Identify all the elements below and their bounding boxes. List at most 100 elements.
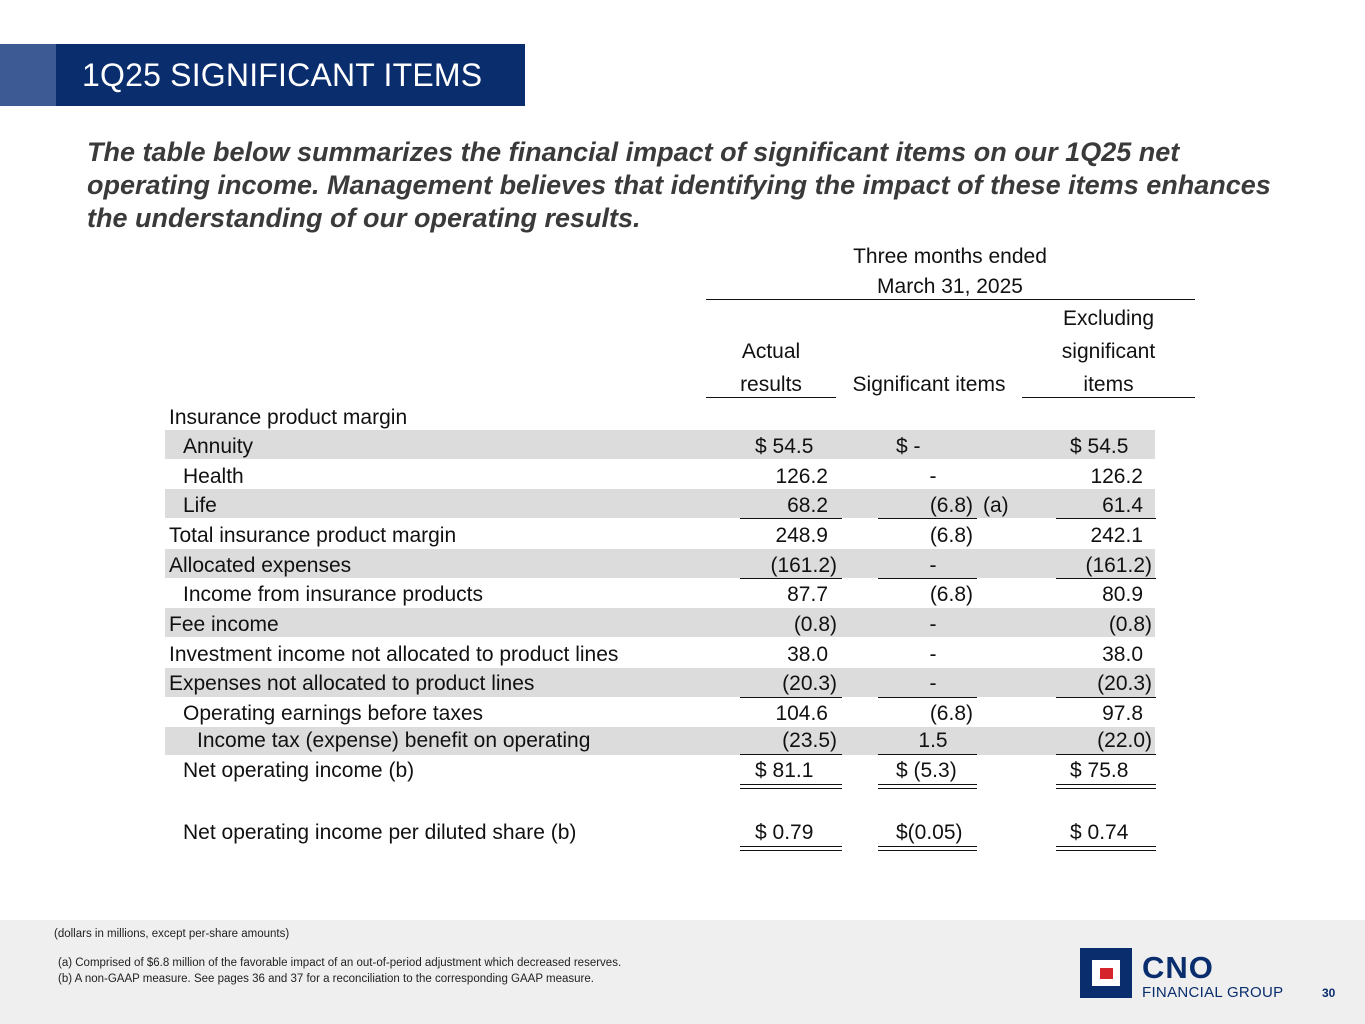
cell-actual-income-tax: (23.5) [782, 729, 837, 752]
period-header-line1: Three months ended [853, 245, 1047, 268]
row-band-annuity [165, 430, 1155, 459]
cell-excluding-income-insurance: 80.9 [1102, 583, 1143, 606]
subtotal-rule-excluding-4 [1056, 754, 1156, 755]
row-label-expenses-not-allocated: Expenses not allocated to product lines [169, 672, 535, 695]
row-band-fee-income [165, 608, 1155, 637]
row-label-operating-earnings: Operating earnings before taxes [183, 702, 484, 725]
subtotal-rule-significant-3 [878, 697, 977, 698]
cell-actual-operating-earnings: 104.6 [775, 702, 828, 725]
subtotal-rule-significant [878, 518, 977, 519]
per-share-double-rule-excluding [1056, 846, 1156, 851]
footer: (dollars in millions, except per-share a… [0, 920, 1365, 1024]
period-header-rule [706, 299, 1195, 300]
cell-excluding-life: 61.4 [1102, 494, 1143, 517]
subtotal-rule-significant-4 [878, 754, 977, 755]
cell-actual-net-operating-income: $ 81.1 [755, 759, 814, 782]
subtotal-rule-excluding-3 [1056, 697, 1156, 698]
row-band-income-tax [165, 727, 1155, 755]
cell-actual-health: 126.2 [775, 465, 828, 488]
row-label-income-insurance: Income from insurance products [183, 583, 483, 606]
row-label-life: Life [183, 494, 217, 517]
cell-excluding-allocated-expenses: (161.2) [1085, 554, 1152, 577]
cell-excluding-total-margin: 242.1 [1090, 524, 1143, 547]
cell-actual-allocated-expenses: (161.2) [770, 554, 837, 577]
cell-significant-income-insurance: (6.8) [929, 583, 973, 606]
cell-excluding-investment-income: 38.0 [1102, 643, 1143, 666]
footnote-a: (a) Comprised of $6.8 million of the fav… [58, 957, 622, 969]
cell-excluding-annuity: $ 54.5 [1070, 435, 1129, 458]
cell-excluding-operating-earnings: 97.8 [1102, 702, 1143, 725]
cell-significant-allocated-expenses: - [929, 554, 937, 577]
row-band-life [165, 489, 1155, 518]
subtotal-rule-actual [740, 518, 842, 519]
cell-significant-annuity: $ - [896, 435, 921, 458]
cell-excluding-health: 126.2 [1090, 465, 1143, 488]
subtotal-rule-significant-2 [878, 578, 977, 579]
col-header-rule-actual [706, 397, 836, 398]
cell-significant-income-tax: 1.5 [918, 729, 948, 752]
section-header: Insurance product margin [169, 406, 408, 429]
total-double-rule-actual [740, 784, 842, 789]
cell-excluding-fee-income: (0.8) [1108, 613, 1152, 636]
row-band-allocated-expenses [165, 549, 1155, 578]
cno-logo-icon [1080, 948, 1132, 998]
cell-significant-operating-earnings: (6.8) [929, 702, 973, 725]
logo-subtitle: FINANCIAL GROUP [1142, 984, 1284, 1001]
col-header-excluding-1: Excluding [1062, 307, 1155, 330]
cell-significant-expenses-not-allocated: - [929, 672, 937, 695]
row-label-investment-income: Investment income not allocated to produ… [169, 643, 619, 666]
subtotal-rule-excluding [1056, 518, 1156, 519]
cell-actual-investment-income: 38.0 [787, 643, 828, 666]
subtotal-rule-actual-4 [740, 754, 842, 755]
cell-significant-life: (6.8) [929, 494, 973, 517]
row-label-net-operating-income: Net operating income (b) [183, 759, 415, 782]
cell-excluding-income-tax: (22.0) [1097, 729, 1152, 752]
row-label-per-share: Net operating income per diluted share (… [183, 821, 577, 844]
logo-name: CNO [1142, 950, 1214, 985]
cell-significant-investment-income: - [929, 643, 937, 666]
row-label-income-tax: Income tax (expense) benefit on operatin… [197, 729, 591, 752]
cell-significant-fee-income: - [929, 613, 937, 636]
cell-excluding-net-operating-income: $ 75.8 [1070, 759, 1129, 782]
cell-actual-annuity: $ 54.5 [755, 435, 814, 458]
footnote-ref-a: (a) [983, 494, 1009, 517]
page-title: 1Q25 SIGNIFICANT ITEMS [82, 57, 483, 93]
period-header-line2: March 31, 2025 [877, 275, 1023, 298]
cell-actual-total-margin: 248.9 [775, 524, 828, 547]
row-band-expenses-not-allocated [165, 668, 1155, 697]
title-bar: 1Q25 SIGNIFICANT ITEMS [56, 44, 525, 106]
col-header-excluding-2: significant [1061, 340, 1156, 363]
row-label-health: Health [183, 465, 244, 488]
row-label-fee-income: Fee income [169, 613, 279, 636]
units-note: (dollars in millions, except per-share a… [54, 928, 290, 940]
row-label-total-margin: Total insurance product margin [169, 524, 457, 547]
col-header-rule-excluding [1022, 397, 1195, 398]
cell-significant-total-margin: (6.8) [929, 524, 973, 547]
total-double-rule-significant [878, 784, 977, 789]
cell-excluding-expenses-not-allocated: (20.3) [1097, 672, 1152, 695]
total-double-rule-excluding [1056, 784, 1156, 789]
subtotal-rule-actual-3 [740, 697, 842, 698]
subtotal-rule-actual-2 [740, 578, 842, 579]
col-header-actual-1: Actual [741, 340, 801, 363]
page-number: 30 [1322, 986, 1336, 1000]
title-accent-block [0, 44, 56, 106]
cell-actual-income-insurance: 87.7 [787, 583, 828, 606]
cell-actual-fee-income: (0.8) [793, 613, 837, 636]
col-header-excluding-3: items [1083, 373, 1134, 396]
cell-actual-expenses-not-allocated: (20.3) [782, 672, 837, 695]
intro-text: The table below summarizes the financial… [87, 137, 1271, 233]
footnote-b: (b) A non-GAAP measure. See pages 36 and… [58, 973, 594, 985]
cell-excluding-per-share: $ 0.74 [1070, 821, 1129, 844]
per-share-double-rule-actual [740, 846, 842, 851]
cell-significant-health: - [929, 465, 937, 488]
col-header-significant: Significant items [852, 373, 1006, 396]
cell-actual-life: 68.2 [787, 494, 828, 517]
row-label-allocated-expenses: Allocated expenses [169, 554, 352, 577]
col-header-actual-2: results [740, 373, 802, 396]
row-label-annuity: Annuity [183, 435, 254, 458]
per-share-double-rule-significant [878, 846, 977, 851]
cell-actual-per-share: $ 0.79 [755, 821, 814, 844]
subtotal-rule-excluding-2 [1056, 578, 1156, 579]
cell-significant-net-operating-income: $ (5.3) [896, 759, 957, 782]
